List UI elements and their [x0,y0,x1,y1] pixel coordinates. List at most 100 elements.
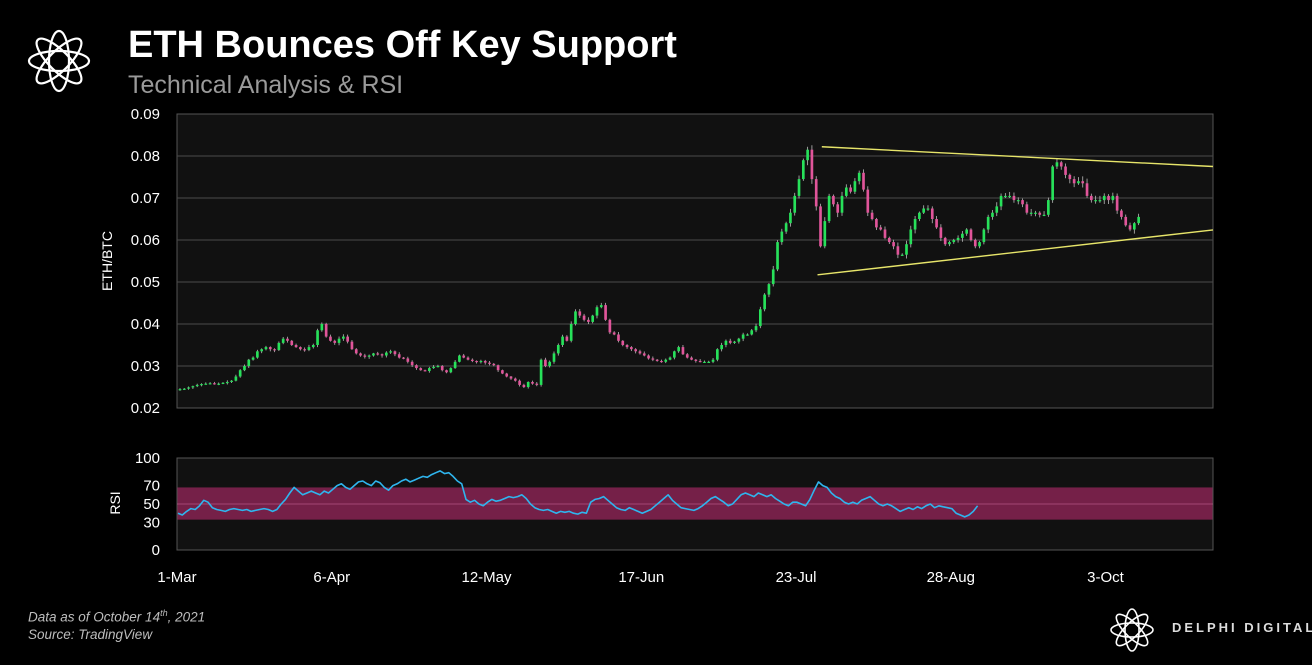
candle-body [913,219,917,230]
candle-body [578,311,582,316]
candle-body [685,354,689,358]
candle-body [221,382,225,384]
candle-body [419,368,423,371]
candle-body [857,172,861,182]
candle-body [887,237,891,243]
candle-body [294,345,298,348]
candle-body [664,359,668,362]
candle-body [733,341,736,343]
candle-body [208,383,212,385]
trendline [817,229,1214,276]
candle-body [453,361,457,369]
candle-body [999,195,1003,207]
candle-body [1059,162,1063,167]
candle-body [849,187,852,192]
candle-body [870,212,874,219]
candle-body [251,357,255,360]
candle-body [784,223,788,232]
candle-body [1068,174,1072,180]
rsi-y-tick-label: 100 [135,450,160,467]
candle-body [707,361,711,363]
candle-body [1124,216,1128,226]
candle-body [561,336,564,345]
candle-body [410,361,414,366]
candle-body [354,349,358,354]
x-tick-label: 23-Jul [776,569,817,586]
candle-body [286,338,289,341]
price-gridlines [177,155,1213,367]
rsi-y-axis-title: RSI [107,491,123,514]
candle-body [832,195,835,205]
price-y-tick-label: 0.05 [131,274,160,291]
x-tick-label: 1-Mar [157,569,196,586]
candle-body [376,353,380,355]
candle-body [905,244,908,255]
candle-body [281,338,285,343]
candle-body [509,376,513,379]
candle-body [311,345,315,348]
candle-body [436,366,440,368]
candle-body [819,206,822,247]
candle-body [445,370,448,373]
candle-body [651,358,655,360]
candle-body [1128,225,1132,230]
candle-body [961,233,964,238]
candle-body [1008,195,1011,198]
trendlines [817,146,1214,276]
candle-body [642,353,646,356]
candle-body [655,359,659,361]
candle-body [380,354,384,356]
candle-body [892,242,895,247]
data-date-note: Data as of October 14th, 2021 [28,608,205,625]
data-date-note-prefix: Data as of October 14 [28,609,161,625]
candle-body [694,359,698,361]
candle-body [466,357,470,360]
candle-body [531,381,534,384]
candle-body [544,359,547,366]
candle-body [625,345,629,348]
candle-body [973,240,977,247]
candle-body [935,219,938,228]
candle-body [634,349,638,352]
candle-body [483,360,487,363]
candle-body [823,221,827,247]
candle-body [238,370,242,377]
candle-body [522,384,526,387]
page-title: ETH Bounces Off Key Support [128,24,677,66]
candle-body [397,354,401,358]
x-tick-label: 3-Oct [1087,569,1125,586]
candle-body [488,362,491,364]
candle-body [363,355,367,357]
candle-body [372,353,375,356]
candle-body [1107,195,1110,201]
candle-body [1004,195,1007,198]
candle-body [565,336,569,341]
candle-body [673,351,676,358]
candle-body [518,380,521,385]
candle-body [750,330,754,335]
candle-body [273,349,276,351]
candle-body [475,360,478,363]
candle-body [213,383,216,385]
x-tick-label: 12-May [461,569,512,586]
candle-body [716,349,719,360]
candle-body [1042,214,1046,216]
candle-body [501,370,504,374]
candle-body [862,172,865,190]
candle-body [909,229,913,245]
candle-body [479,360,483,363]
candle-body [587,319,590,322]
candle-body [926,208,930,210]
candle-body [1098,200,1102,202]
candle-body [797,179,801,196]
candle-body [333,340,337,343]
candle-body [225,381,229,384]
candle-body [969,229,973,240]
candle-body [195,384,199,387]
candle-body [853,181,857,192]
candle-body [329,336,332,341]
x-tick-label: 6-Apr [313,569,350,586]
candle-body [840,195,844,213]
candle-body [883,229,887,238]
